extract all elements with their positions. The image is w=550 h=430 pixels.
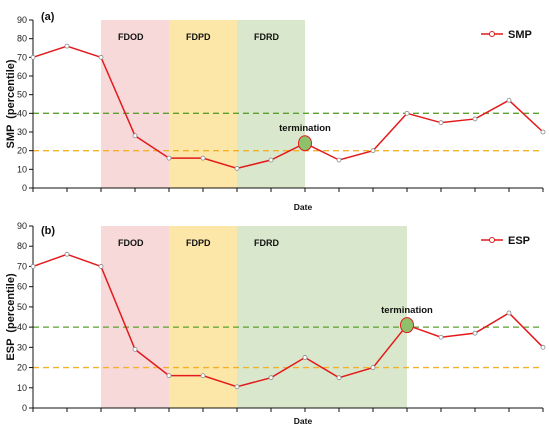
data-point (472, 116, 478, 122)
y-tick-label: 30 (17, 127, 27, 137)
y-tick-label: 70 (17, 52, 27, 62)
y-tick-label: 40 (17, 108, 27, 118)
data-point (540, 344, 546, 350)
data-point (438, 334, 444, 340)
phase-label-fdrd: FDRD (254, 238, 279, 248)
y-tick-label: 10 (17, 383, 27, 393)
panel-label: (b) (41, 225, 55, 237)
data-point (234, 165, 240, 171)
data-point (302, 355, 308, 360)
data-point (438, 120, 444, 126)
y-tick-label: 0 (22, 183, 27, 193)
data-point (30, 264, 36, 269)
y-tick-label: 30 (17, 342, 27, 352)
data-point (64, 43, 70, 49)
data-point (472, 330, 478, 336)
y-tick-label: 50 (17, 90, 27, 100)
phase-label-fdpd: FDPD (186, 238, 211, 248)
legend-label: ESP (508, 235, 530, 247)
series-line-smp (32, 45, 544, 170)
data-point (336, 157, 342, 163)
data-point (370, 365, 376, 370)
phase-band-fdod (101, 20, 169, 188)
data-point (30, 54, 36, 60)
panel-b: FDOD FDPD FDRD 0 10 20 30 40 50 60 70 80 90 Date ESP (… (5, 221, 546, 426)
phase-band-fdrd (237, 226, 407, 408)
data-point (132, 346, 138, 352)
data-point (166, 155, 172, 161)
y-tick-label: 20 (17, 363, 27, 373)
y-tick-label: 70 (17, 261, 27, 271)
panel-a: FDOD FDPD FDRD 0 10 20 30 40 50 60 70 80 90 Date SMP (… (5, 11, 546, 212)
data-point (336, 375, 342, 381)
y-tick-label: 40 (17, 322, 27, 332)
y-axis-label: ESP (percentile) (5, 273, 17, 361)
y-tick-label: 90 (17, 15, 27, 25)
phase-band-fdpd (169, 226, 237, 408)
phase-label-fdpd: FDPD (186, 32, 211, 42)
data-point (64, 251, 70, 257)
legend-marker (489, 31, 495, 37)
phase-label-fdod: FDOD (118, 32, 144, 42)
data-point (98, 54, 104, 60)
termination-label: termination (381, 305, 433, 316)
y-tick-label: 60 (17, 71, 27, 81)
termination-marker (400, 317, 414, 334)
legend-label: SMP (508, 29, 532, 41)
series-line-esp (32, 253, 544, 388)
phase-label-fdrd: FDRD (254, 32, 279, 42)
legend-marker (489, 237, 495, 243)
termination-label: termination (279, 123, 331, 134)
x-axis-label: Date (294, 416, 313, 426)
data-point (506, 310, 512, 316)
phase-band-fdrd (237, 20, 305, 188)
data-point (506, 97, 512, 103)
y-tick-label: 80 (17, 241, 27, 251)
y-tick-label: 20 (17, 146, 27, 156)
panel-label: (a) (41, 11, 55, 23)
y-tick-label: 0 (22, 403, 27, 413)
data-point (540, 129, 546, 135)
data-point (268, 375, 274, 381)
y-axis-label: SMP (percentile) (5, 59, 17, 148)
data-point (200, 155, 206, 161)
data-point (370, 148, 376, 154)
y-tick-label: 10 (17, 164, 27, 174)
y-tick-label: 50 (17, 302, 27, 312)
data-point (166, 373, 172, 379)
y-tick-label: 60 (17, 282, 27, 292)
data-point (234, 384, 240, 390)
phase-label-fdod: FDOD (118, 238, 144, 248)
data-point (268, 157, 274, 163)
y-tick-label: 90 (17, 221, 27, 231)
termination-marker (298, 135, 312, 152)
y-tick-label: 80 (17, 34, 27, 44)
phase-band-fdod (101, 226, 169, 408)
data-point (404, 110, 410, 116)
x-axis-label: Date (294, 202, 313, 212)
phase-band-fdpd (169, 20, 237, 188)
data-point (200, 373, 206, 379)
data-point (132, 133, 138, 139)
data-point (98, 264, 104, 269)
